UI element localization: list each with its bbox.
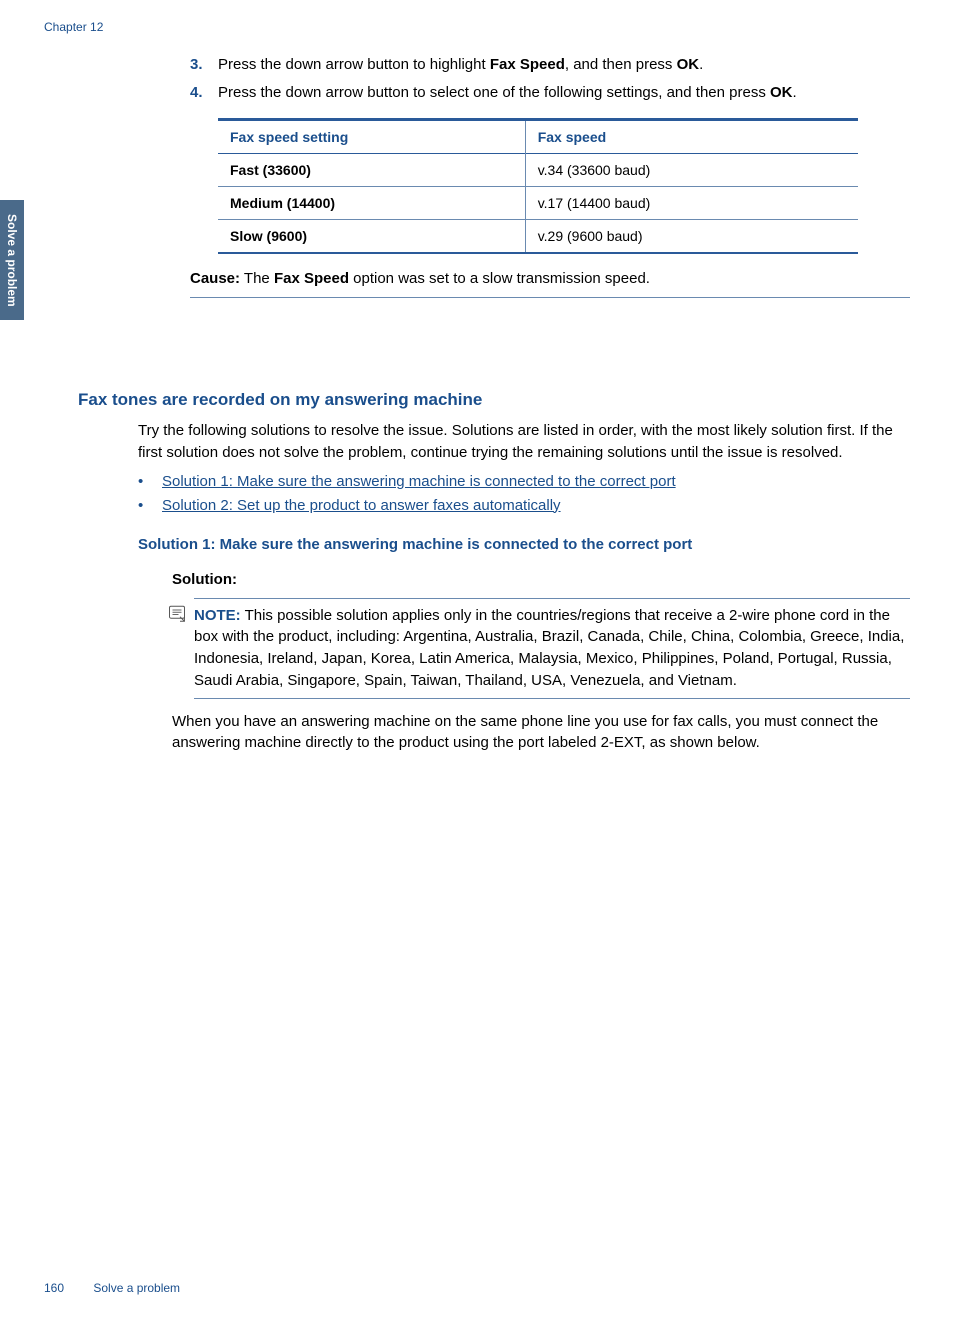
intro-paragraph: Try the following solutions to resolve t…	[138, 420, 910, 464]
step-4: 4. Press the down arrow button to select…	[190, 82, 910, 104]
footer-title: Solve a problem	[93, 1281, 180, 1295]
note-icon	[168, 604, 186, 629]
table-row: Slow (9600) v.29 (9600 baud)	[218, 219, 858, 253]
heading-2: Fax tones are recorded on my answering m…	[78, 390, 910, 410]
page-number: 160	[44, 1281, 90, 1295]
step-text: Press the down arrow button to select on…	[218, 82, 910, 104]
bold: Fax Speed	[490, 56, 565, 73]
solution-link-2[interactable]: Solution 2: Set up the product to answer…	[162, 494, 561, 518]
table-header: Fax speed	[525, 119, 858, 153]
note-label: NOTE:	[194, 607, 241, 624]
bold: OK	[770, 84, 793, 101]
table-cell: Slow (9600)	[218, 219, 525, 253]
top-steps: 3. Press the down arrow button to highli…	[190, 54, 910, 298]
table-row: Medium (14400) v.17 (14400 baud)	[218, 186, 858, 219]
text: .	[793, 84, 797, 101]
section-fax-tones: Fax tones are recorded on my answering m…	[78, 390, 910, 754]
text: option was set to a slow transmission sp…	[349, 270, 650, 287]
solution-label: Solution:	[172, 571, 910, 588]
table-cell: Medium (14400)	[218, 186, 525, 219]
cause-label: Cause:	[190, 270, 240, 287]
table-cell: v.29 (9600 baud)	[525, 219, 858, 253]
list-item: • Solution 1: Make sure the answering ma…	[138, 470, 910, 494]
text: .	[699, 56, 703, 73]
table-cell: v.34 (33600 baud)	[525, 153, 858, 186]
table-cell: Fast (33600)	[218, 153, 525, 186]
step-3: 3. Press the down arrow button to highli…	[190, 54, 910, 76]
step-number: 4.	[190, 82, 218, 104]
table-row: Fast (33600) v.34 (33600 baud)	[218, 153, 858, 186]
chapter-header: Chapter 12	[44, 20, 103, 34]
table-cell: v.17 (14400 baud)	[525, 186, 858, 219]
cause-line: Cause: The Fax Speed option was set to a…	[190, 262, 910, 298]
fax-speed-table: Fax speed setting Fax speed Fast (33600)…	[218, 118, 858, 254]
solution-link-1[interactable]: Solution 1: Make sure the answering mach…	[162, 470, 676, 494]
bold: Fax Speed	[274, 270, 349, 287]
bullet: •	[138, 494, 162, 518]
text: The	[240, 270, 274, 287]
text: Press the down arrow button to select on…	[218, 84, 770, 101]
table-header-row: Fax speed setting Fax speed	[218, 119, 858, 153]
step-text: Press the down arrow button to highlight…	[218, 54, 910, 76]
bullet: •	[138, 470, 162, 494]
heading-3: Solution 1: Make sure the answering mach…	[138, 536, 910, 553]
text: Press the down arrow button to highlight	[218, 56, 490, 73]
list-item: • Solution 2: Set up the product to answ…	[138, 494, 910, 518]
bold: OK	[677, 56, 700, 73]
table-header: Fax speed setting	[218, 119, 525, 153]
note-text: This possible solution applies only in t…	[194, 607, 904, 689]
side-tab: Solve a problem	[0, 200, 24, 320]
step-number: 3.	[190, 54, 218, 76]
solution-links: • Solution 1: Make sure the answering ma…	[138, 470, 910, 518]
text: , and then press	[565, 56, 677, 73]
page-footer: 160 Solve a problem	[44, 1281, 180, 1295]
after-note-paragraph: When you have an answering machine on th…	[172, 711, 910, 755]
note-box: NOTE: This possible solution applies onl…	[194, 598, 910, 699]
